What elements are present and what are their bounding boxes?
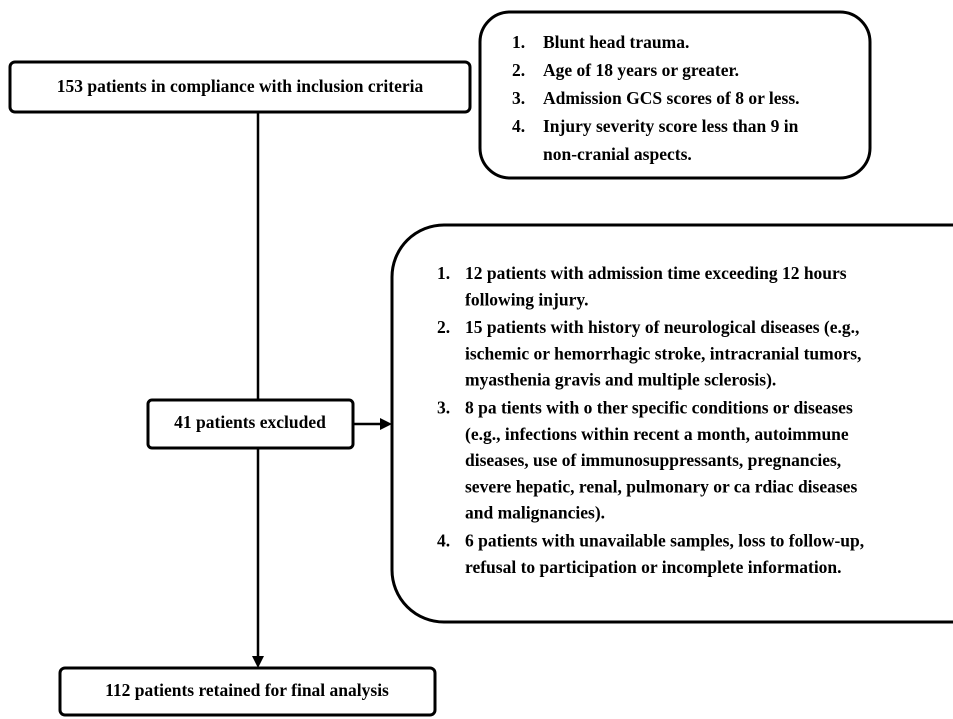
- item-text: non-cranial aspects.: [543, 144, 692, 164]
- item-text: (e.g., infections within recent a month,…: [465, 424, 849, 444]
- final-box: [58, 666, 437, 717]
- item-number: 4.: [437, 531, 450, 551]
- item-number: 3.: [512, 88, 525, 108]
- item-text: 15 patients with history of neurological…: [465, 317, 859, 337]
- item-number: 2.: [512, 60, 525, 80]
- item-text: 6 patients with unavailable samples, los…: [465, 531, 864, 551]
- item-text: 8 pa tients with o ther specific conditi…: [465, 398, 853, 418]
- item-text: diseases, use of immunosuppressants, pre…: [465, 450, 841, 470]
- item-text: 12 patients with admission time exceedin…: [465, 263, 847, 283]
- item-text: Blunt head trauma.: [543, 32, 689, 52]
- item-text: ischemic or hemorrhagic stroke, intracra…: [465, 343, 861, 363]
- item-number: 1.: [512, 32, 525, 52]
- item-text: Admission GCS scores of 8 or less.: [543, 88, 800, 108]
- criteria-box: [478, 10, 872, 180]
- inclusion-label: 153 patients in compliance with inclusio…: [57, 76, 424, 96]
- item-text: severe hepatic, renal, pulmonary or ca r…: [465, 476, 857, 496]
- item-text: Age of 18 years or greater.: [543, 60, 739, 80]
- item-text: refusal to participation or incomplete i…: [465, 557, 842, 577]
- item-number: 4.: [512, 116, 525, 136]
- item-text: myasthenia gravis and multiple sclerosis…: [465, 370, 776, 390]
- item-number: 3.: [437, 398, 450, 418]
- item-text: and malignancies).: [465, 503, 605, 523]
- inclusion-box: [8, 60, 472, 114]
- final-label: 112 patients retained for final analysis: [105, 680, 389, 700]
- item-number: 2.: [437, 317, 450, 337]
- arrowhead: [380, 418, 392, 430]
- arrowhead: [252, 656, 264, 668]
- excluded-label: 41 patients excluded: [174, 412, 326, 432]
- item-number: 1.: [437, 263, 450, 283]
- excluded-box: [146, 398, 355, 450]
- item-text: following injury.: [465, 289, 589, 309]
- exclusion-reasons-box: [390, 223, 953, 624]
- item-text: Injury severity score less than 9 in: [543, 116, 799, 136]
